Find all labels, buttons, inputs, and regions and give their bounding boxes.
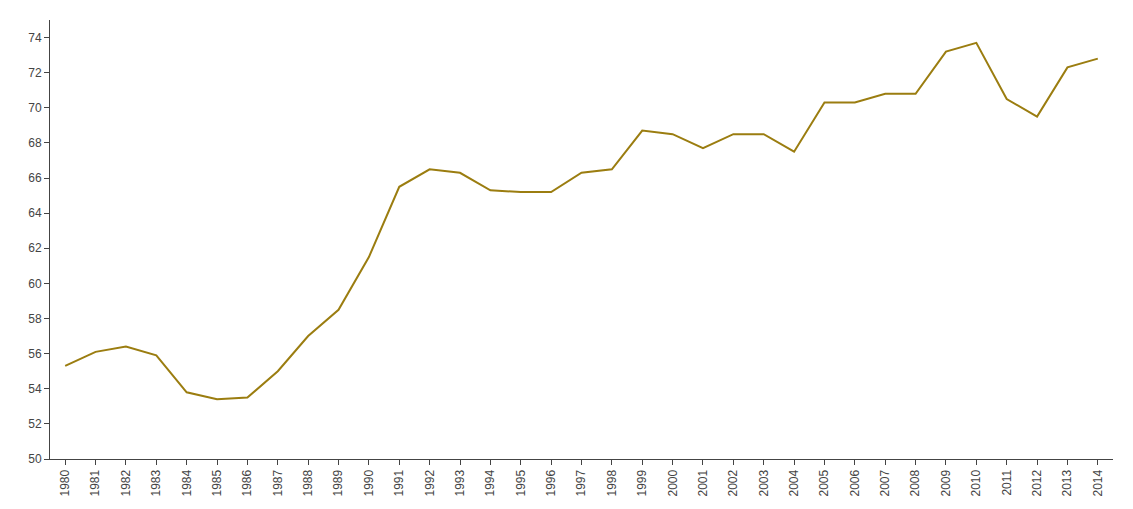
svg-text:72: 72 [28, 66, 42, 80]
svg-text:1999: 1999 [635, 469, 649, 496]
svg-text:2002: 2002 [726, 469, 740, 496]
svg-text:52: 52 [28, 417, 42, 431]
svg-text:2007: 2007 [878, 469, 892, 496]
svg-text:1989: 1989 [331, 469, 345, 496]
svg-text:2012: 2012 [1030, 469, 1044, 496]
svg-text:1981: 1981 [88, 469, 102, 496]
svg-text:1982: 1982 [119, 469, 133, 496]
svg-text:2005: 2005 [817, 469, 831, 496]
svg-text:60: 60 [28, 277, 42, 291]
svg-text:1990: 1990 [362, 469, 376, 496]
svg-text:54: 54 [28, 382, 42, 396]
svg-text:2009: 2009 [939, 469, 953, 496]
svg-text:2004: 2004 [787, 469, 801, 496]
svg-text:66: 66 [28, 171, 42, 185]
svg-text:1985: 1985 [210, 469, 224, 496]
svg-text:2001: 2001 [696, 469, 710, 496]
svg-text:1984: 1984 [180, 469, 194, 496]
svg-text:2011: 2011 [1000, 469, 1014, 495]
svg-text:2003: 2003 [757, 469, 771, 496]
svg-text:70: 70 [28, 101, 42, 115]
svg-text:1997: 1997 [574, 469, 588, 496]
svg-text:1991: 1991 [392, 469, 406, 496]
svg-text:2014: 2014 [1091, 469, 1105, 496]
svg-text:1993: 1993 [453, 469, 467, 496]
svg-text:1996: 1996 [544, 469, 558, 496]
svg-text:1994: 1994 [483, 469, 497, 496]
svg-text:1987: 1987 [271, 469, 285, 496]
svg-text:50: 50 [28, 452, 42, 466]
svg-text:1992: 1992 [423, 469, 437, 496]
svg-text:1980: 1980 [58, 469, 72, 496]
svg-text:62: 62 [28, 241, 42, 255]
svg-text:2000: 2000 [666, 469, 680, 496]
svg-text:74: 74 [28, 31, 42, 45]
svg-text:1995: 1995 [514, 469, 528, 496]
svg-text:56: 56 [28, 347, 42, 361]
svg-text:2010: 2010 [969, 469, 983, 496]
svg-text:1988: 1988 [301, 469, 315, 496]
svg-text:2013: 2013 [1060, 469, 1074, 496]
svg-text:2006: 2006 [848, 469, 862, 496]
svg-text:58: 58 [28, 312, 42, 326]
svg-text:1983: 1983 [149, 469, 163, 496]
svg-text:68: 68 [28, 136, 42, 150]
svg-text:1986: 1986 [240, 469, 254, 496]
svg-text:1998: 1998 [605, 469, 619, 496]
svg-text:2008: 2008 [908, 469, 922, 496]
svg-text:64: 64 [28, 206, 42, 220]
